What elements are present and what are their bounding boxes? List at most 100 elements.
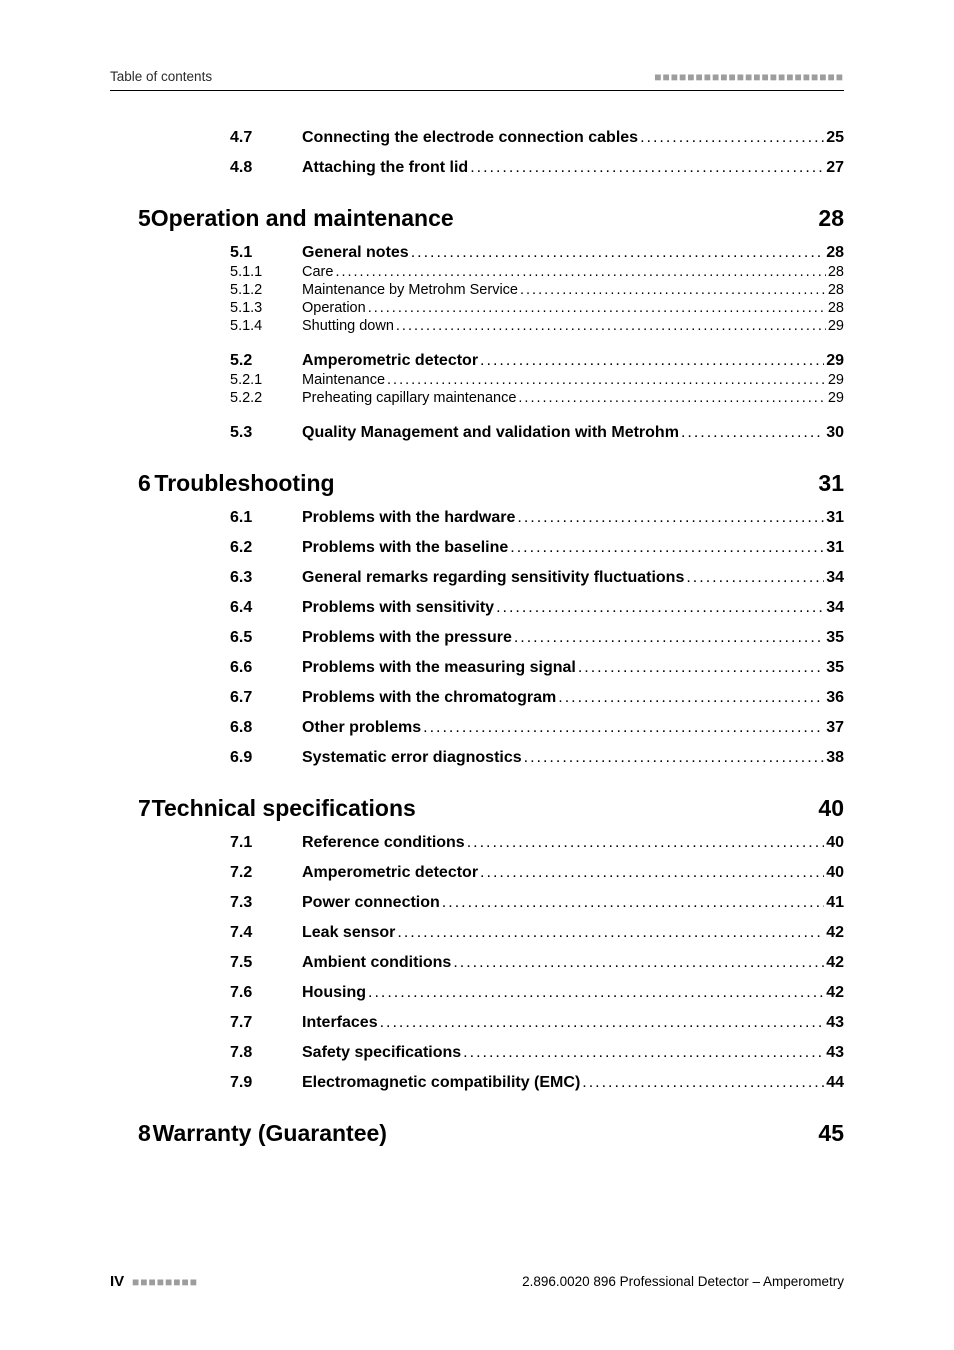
subsection-number: 5.1.4 <box>230 318 302 334</box>
section-page: 43 <box>826 1044 844 1062</box>
section-page: 29 <box>826 352 844 370</box>
leader-dots: ........................................… <box>442 894 824 912</box>
toc-section: 6.2 Problems with the baseline .........… <box>230 539 844 557</box>
section-page: 37 <box>826 719 844 737</box>
section-title: Safety specifications <box>302 1044 461 1062</box>
leader-dots: ........................................… <box>411 244 825 262</box>
section-number: 7.1 <box>230 834 302 852</box>
leader-dots: ........................................… <box>368 984 824 1002</box>
chapter-number: 8 <box>138 1120 153 1147</box>
toc-chapter: 8 Warranty (Guarantee) .................… <box>138 1120 844 1147</box>
section-page: 25 <box>826 129 844 147</box>
section-title: Housing <box>302 984 366 1002</box>
subsection-page: 29 <box>828 372 844 388</box>
leader-dots: ........................................… <box>423 719 824 737</box>
section-page: 31 <box>826 539 844 557</box>
toc-section: 6.7 Problems with the chromatogram .....… <box>230 689 844 707</box>
section-number: 6.1 <box>230 509 302 527</box>
footer: IV ■■■■■■■■ 2.896.0020 896 Professional … <box>110 1273 844 1290</box>
section-title: Problems with sensitivity <box>302 599 494 617</box>
toc-section: 7.4 Leak sensor ........................… <box>230 924 844 942</box>
leader-dots: ........................................… <box>686 569 824 587</box>
section-page: 34 <box>826 599 844 617</box>
section-title: Amperometric detector <box>302 352 478 370</box>
section-title: Problems with the hardware <box>302 509 515 527</box>
toc-section: 5.2 Amperometric detector ..............… <box>230 352 844 370</box>
section-number: 6.5 <box>230 629 302 647</box>
leader-dots: ........................................… <box>518 390 825 406</box>
section-title: Problems with the chromatogram <box>302 689 556 707</box>
subsection-page: 28 <box>828 282 844 298</box>
toc-section: 6.5 Problems with the pressure .........… <box>230 629 844 647</box>
section-title: Other problems <box>302 719 421 737</box>
leader-dots: ........................................… <box>480 864 824 882</box>
subsection-title: Shutting down <box>302 318 394 334</box>
section-number: 6.8 <box>230 719 302 737</box>
section-number: 7.2 <box>230 864 302 882</box>
toc-chapter: 6 Troubleshooting ......................… <box>138 470 844 497</box>
toc-section: 7.3 Power connection ...................… <box>230 894 844 912</box>
section-title: Interfaces <box>302 1014 378 1032</box>
section-title: Power connection <box>302 894 440 912</box>
chapter-number: 5 <box>138 205 151 232</box>
toc-subsection: 5.1.3 Operation ........................… <box>230 300 844 316</box>
header-ticks: ■■■■■■■■■■■■■■■■■■■■■■■ <box>654 70 844 84</box>
section-number: 4.8 <box>230 159 302 177</box>
section-page: 31 <box>826 509 844 527</box>
chapter-number: 6 <box>138 470 154 497</box>
section-title: General notes <box>302 244 409 262</box>
toc-subsection: 5.2.1 Maintenance ......................… <box>230 372 844 388</box>
section-page: 44 <box>826 1074 844 1092</box>
section-page: 30 <box>826 424 844 442</box>
section-page: 43 <box>826 1014 844 1032</box>
leader-dots: ........................................… <box>480 352 824 370</box>
subsection-number: 5.1.1 <box>230 264 302 280</box>
toc-section: 7.1 Reference conditions ...............… <box>230 834 844 852</box>
toc-section: 7.2 Amperometric detector ..............… <box>230 864 844 882</box>
leader-dots: ........................................… <box>397 924 824 942</box>
toc-section: 7.6 Housing ............................… <box>230 984 844 1002</box>
chapter-title: Technical specifications <box>152 795 416 822</box>
leader-dots: ........................................… <box>510 539 824 557</box>
toc-section: 6.1 Problems with the hardware .........… <box>230 509 844 527</box>
chapter-title: Troubleshooting <box>154 470 334 497</box>
leader-dots: ........................................… <box>396 318 826 334</box>
leader-dots: ........................................… <box>524 749 825 767</box>
section-page: 42 <box>826 984 844 1002</box>
toc-section: 7.8 Safety specifications ..............… <box>230 1044 844 1062</box>
section-title: Systematic error diagnostics <box>302 749 522 767</box>
footer-ticks: ■■■■■■■■ <box>132 1275 198 1289</box>
subsection-title: Operation <box>302 300 366 316</box>
leader-dots: ........................................… <box>380 1014 825 1032</box>
toc-section: 6.9 Systematic error diagnostics .......… <box>230 749 844 767</box>
section-number: 7.4 <box>230 924 302 942</box>
section-title: Problems with the pressure <box>302 629 512 647</box>
section-page: 40 <box>826 864 844 882</box>
toc-section: 6.6 Problems with the measuring signal .… <box>230 659 844 677</box>
section-title: Ambient conditions <box>302 954 451 972</box>
running-head: Table of contents ■■■■■■■■■■■■■■■■■■■■■■… <box>110 62 844 84</box>
chapter-number: 7 <box>138 795 152 822</box>
section-page: 28 <box>826 244 844 262</box>
section-title: Attaching the front lid <box>302 159 468 177</box>
leader-dots: ........................................… <box>520 282 826 298</box>
section-title: Problems with the measuring signal <box>302 659 576 677</box>
toc-section: 6.4 Problems with sensitivity ..........… <box>230 599 844 617</box>
section-title: Connecting the electrode connection cabl… <box>302 129 638 147</box>
section-number: 7.8 <box>230 1044 302 1062</box>
toc-section: 4.7 Connecting the electrode connection … <box>230 129 844 147</box>
toc-subsection: 5.1.4 Shutting down ....................… <box>230 318 844 334</box>
section-title: Reference conditions <box>302 834 465 852</box>
subsection-page: 29 <box>828 390 844 406</box>
section-number: 5.2 <box>230 352 302 370</box>
chapter-title: Operation and maintenance <box>151 205 454 232</box>
subsection-title: Care <box>302 264 333 280</box>
section-number: 6.3 <box>230 569 302 587</box>
toc-subsection: 5.1.2 Maintenance by Metrohm Service ...… <box>230 282 844 298</box>
toc-subsection: 5.2.2 Preheating capillary maintenance .… <box>230 390 844 406</box>
leader-dots: ........................................… <box>387 372 826 388</box>
section-page: 35 <box>826 629 844 647</box>
section-page: 35 <box>826 659 844 677</box>
section-number: 5.1 <box>230 244 302 262</box>
section-page: 34 <box>826 569 844 587</box>
